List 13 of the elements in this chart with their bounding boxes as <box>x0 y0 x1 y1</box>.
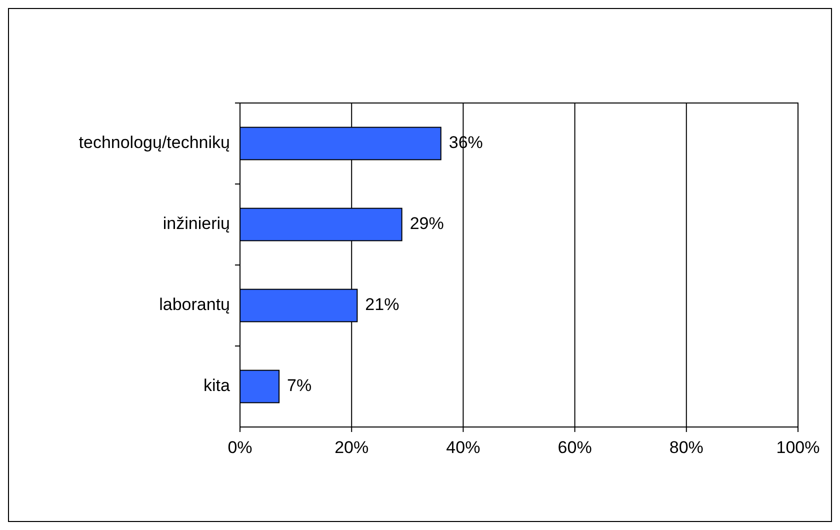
x-tick-label: 80% <box>669 438 704 457</box>
data-label: 7% <box>287 376 312 395</box>
data-label: 21% <box>365 294 400 314</box>
y-tick-label: technologų/technikų <box>78 132 230 152</box>
x-tick-label: 60% <box>558 438 592 457</box>
x-tick-label: 100% <box>776 438 820 457</box>
y-tick-label: laborantų <box>159 294 230 314</box>
x-tick-label: 0% <box>228 438 252 457</box>
y-tick-label: inžinierių <box>162 214 230 233</box>
y-tick-label: kita <box>204 376 231 395</box>
x-tick-label: 20% <box>334 438 369 457</box>
data-label: 29% <box>410 214 444 233</box>
x-tick-label: 40% <box>446 438 480 457</box>
